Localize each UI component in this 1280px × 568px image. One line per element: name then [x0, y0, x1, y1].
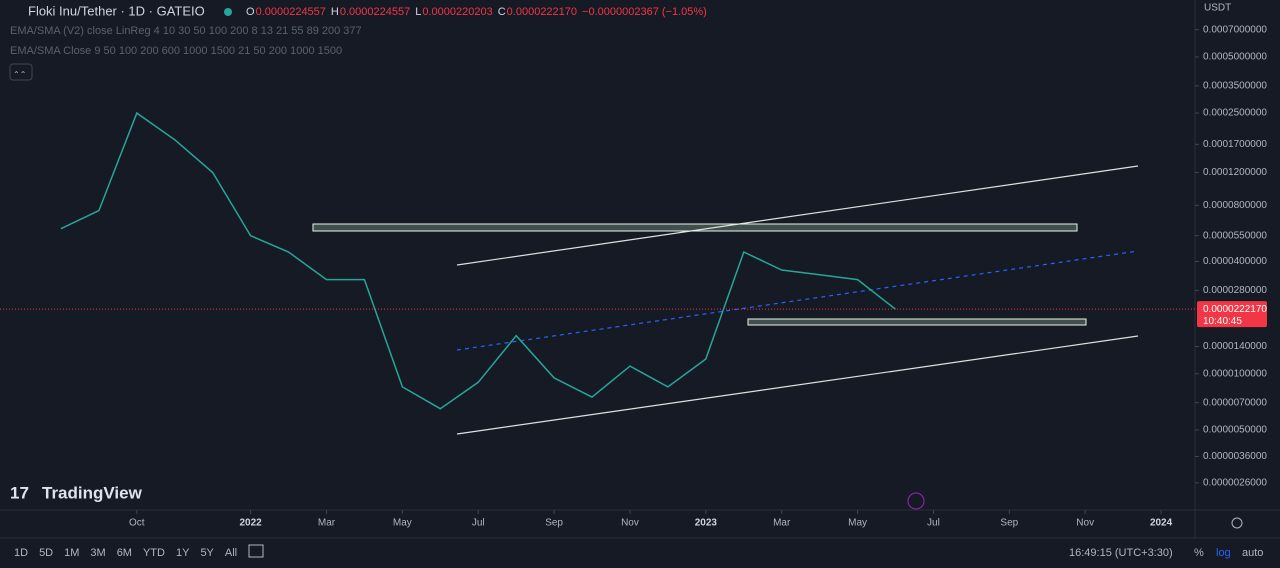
date-range-icon[interactable]: [248, 544, 264, 558]
x-tick-label: Jul: [927, 518, 940, 529]
countdown: 10:40:45: [1203, 316, 1242, 327]
y-tick-label: 0.0007000000: [1203, 24, 1267, 35]
indicator: EMA/SMA Close 9 50 100 200 600 1000 1500…: [10, 45, 342, 57]
ohlc-key: C: [498, 6, 506, 18]
ohlc-key: O: [246, 6, 255, 18]
x-tick-label: Jul: [472, 518, 485, 529]
range-button[interactable]: YTD: [143, 547, 165, 559]
range-button[interactable]: 5D: [39, 547, 53, 559]
x-tick-label: Mar: [318, 518, 336, 529]
percent-toggle[interactable]: %: [1194, 547, 1204, 559]
x-tick-label: 2023: [695, 518, 718, 529]
range-button[interactable]: 1M: [64, 547, 79, 559]
y-tick-label: 0.0000550000: [1203, 230, 1267, 241]
ohlc-key: L: [415, 6, 421, 18]
y-tick-label: 0.0000070000: [1203, 397, 1267, 408]
x-tick-label: Mar: [773, 518, 791, 529]
x-tick-label: 2022: [239, 518, 262, 529]
y-tick-label: 0.0000036000: [1203, 451, 1267, 462]
x-tick-label: Oct: [129, 518, 145, 529]
trend-line: [456, 250, 1139, 351]
y-tick-label: 0.0000026000: [1203, 478, 1267, 489]
ohlc-value: 0.0000222170: [507, 6, 577, 18]
trend-line: [456, 335, 1139, 435]
x-tick-label: May: [393, 518, 412, 529]
logo: TradingView: [42, 483, 143, 502]
log-toggle[interactable]: log: [1216, 547, 1231, 559]
settings-icon[interactable]: [1231, 517, 1243, 529]
x-tick-label: Nov: [621, 518, 639, 529]
zone: [747, 318, 1087, 326]
y-tick-label: 0.0001200000: [1203, 167, 1267, 178]
range-button[interactable]: 1D: [14, 547, 28, 559]
auto-toggle[interactable]: auto: [1242, 547, 1263, 559]
x-tick-label: Nov: [1076, 518, 1094, 529]
currency: USDT: [1204, 3, 1231, 14]
y-tick-label: 0.0000050000: [1203, 425, 1267, 436]
ohlc: O 0.0000224557 H 0.0000224557 L 0.0000220203 C…: [246, 6, 707, 18]
x-tick-label: Sep: [1000, 518, 1018, 529]
last-price-box: [1197, 301, 1267, 328]
range-button[interactable]: All: [225, 547, 237, 559]
ohlc-value: 0.0000220203: [422, 6, 492, 18]
status-dot: [224, 8, 232, 16]
logo-mark: 17: [10, 483, 29, 502]
y-tick-label: 0.0001700000: [1203, 139, 1267, 150]
price-line-series: [60, 111, 896, 410]
y-tick-label: 0.0000800000: [1203, 200, 1267, 211]
x-tick-label: May: [848, 518, 867, 529]
ohlc-key: H: [331, 6, 339, 18]
zone: [312, 223, 1078, 232]
y-tick-label: 0.0005000000: [1203, 52, 1267, 63]
symbol-title: Floki Inu/Tether · 1D · GATEIO: [28, 3, 205, 18]
range-button[interactable]: 3M: [90, 547, 105, 559]
y-tick-label: 0.0000400000: [1203, 256, 1267, 267]
x-tick-label: 2024: [1150, 518, 1173, 529]
range-button[interactable]: 1Y: [176, 547, 190, 559]
y-tick-label: 0.0000140000: [1203, 341, 1267, 352]
range-button[interactable]: 6M: [117, 547, 132, 559]
y-tick-label: 0.0002500000: [1203, 108, 1267, 119]
event-icon[interactable]: [907, 492, 925, 510]
change: −0.0000002367 (−1.05%): [582, 6, 707, 18]
last-price-label: 0.0000222170: [1203, 304, 1267, 315]
toolbar: 1D 5D 1M 3M 6M YTD 1Y 5Y All: [14, 547, 237, 559]
collapse-button[interactable]: [9, 63, 33, 81]
y-tick-label: 0.0003500000: [1203, 80, 1267, 91]
y-tick-label: 0.0000100000: [1203, 368, 1267, 379]
y-tick-label: 0.0000280000: [1203, 285, 1267, 296]
ohlc-value: 0.0000224557: [340, 6, 410, 18]
clock: 16:49:15 (UTC+3:30): [1069, 547, 1173, 559]
ohlc-value: 0.0000224557: [256, 6, 326, 18]
range-button[interactable]: 5Y: [200, 547, 214, 559]
plot: [0, 111, 1195, 410]
trend-line: [456, 165, 1139, 266]
collapse-icon: ⌃⌃: [13, 70, 26, 79]
indicator: EMA/SMA (V2) close LinReg 4 10 30 50 100…: [10, 25, 362, 37]
x-tick-label: Sep: [545, 518, 563, 529]
